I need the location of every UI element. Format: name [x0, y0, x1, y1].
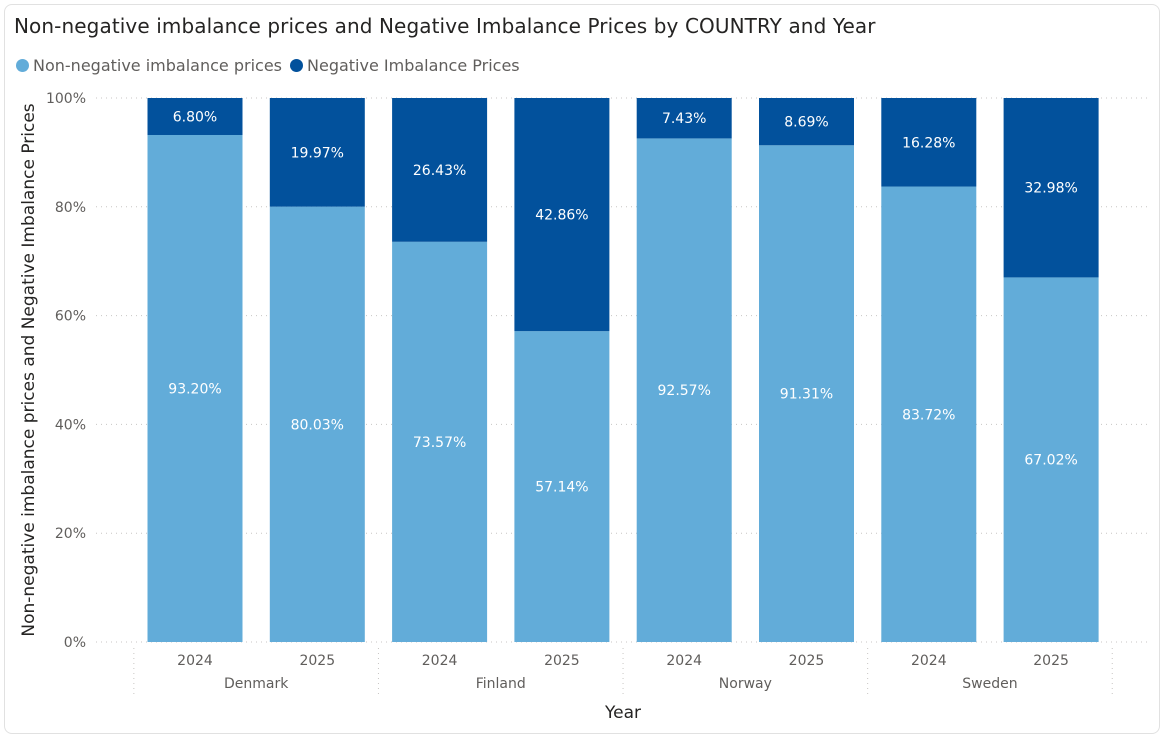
bar-non-negative	[514, 331, 610, 642]
y-tick-label: 0%	[64, 635, 86, 651]
y-tick-label: 40%	[55, 417, 86, 433]
bar-non-negative	[147, 134, 243, 642]
x-tick-label: 2025	[544, 653, 580, 669]
data-label-negative: 26.43%	[413, 163, 466, 179]
legend-label-negative: Negative Imbalance Prices	[307, 56, 520, 75]
data-label-non-negative: 83.72%	[902, 407, 955, 423]
bar-negative	[636, 98, 732, 139]
bar-negative	[269, 98, 365, 207]
data-label-negative: 7.43%	[662, 111, 706, 127]
x-tick-label: 2024	[422, 653, 458, 669]
x-group-label: Denmark	[224, 676, 289, 692]
legend[interactable]: Non-negative imbalance prices Negative I…	[16, 56, 528, 75]
y-tick-label: 100%	[46, 91, 86, 107]
bar-non-negative	[269, 206, 365, 643]
legend-item-negative[interactable]: Negative Imbalance Prices	[290, 56, 520, 75]
bar-negative	[881, 98, 977, 187]
bar-non-negative	[881, 186, 977, 642]
bar-non-negative	[1003, 277, 1099, 642]
legend-label-non-negative: Non-negative imbalance prices	[33, 56, 282, 75]
bar-non-negative	[636, 138, 732, 643]
legend-dot-negative-icon	[290, 59, 303, 72]
data-label-negative: 42.86%	[535, 208, 588, 224]
data-label-non-negative: 92.57%	[658, 383, 711, 399]
x-group-label: Sweden	[962, 676, 1017, 692]
bar-negative	[147, 98, 243, 135]
bar-negative	[392, 98, 488, 242]
data-label-negative: 19.97%	[291, 145, 344, 161]
data-label-non-negative: 57.14%	[535, 480, 588, 496]
data-label-non-negative: 91.31%	[780, 387, 833, 403]
x-tick-label: 2024	[911, 653, 947, 669]
data-label-non-negative: 67.02%	[1024, 453, 1077, 469]
data-label-negative: 32.98%	[1024, 181, 1077, 197]
x-tick-label: 2025	[1033, 653, 1069, 669]
legend-item-non-negative[interactable]: Non-negative imbalance prices	[16, 56, 282, 75]
x-tick-label: 2025	[789, 653, 825, 669]
chart-title: Non-negative imbalance prices and Negati…	[14, 14, 876, 38]
x-tick-label: 2024	[666, 653, 702, 669]
x-tick-label: 2025	[299, 653, 335, 669]
data-label-negative: 6.80%	[173, 109, 217, 125]
data-label-negative: 8.69%	[784, 115, 828, 131]
data-label-negative: 16.28%	[902, 135, 955, 151]
legend-dot-non-negative-icon	[16, 59, 29, 72]
bar-negative	[1003, 98, 1099, 278]
bar-negative	[759, 98, 854, 146]
x-axis-title: Year	[604, 703, 641, 723]
bar-non-negative	[759, 145, 854, 642]
y-axis-title: Non-negative imbalance prices and Negati…	[19, 103, 39, 636]
data-label-non-negative: 93.20%	[168, 381, 221, 397]
data-label-non-negative: 80.03%	[291, 417, 344, 433]
data-label-non-negative: 73.57%	[413, 435, 466, 451]
x-group-label: Finland	[476, 676, 526, 692]
bar-negative	[514, 98, 610, 332]
x-group-label: Norway	[719, 676, 772, 692]
bar-non-negative	[392, 241, 488, 642]
x-tick-label: 2024	[177, 653, 213, 669]
y-tick-label: 60%	[55, 309, 86, 325]
y-tick-label: 20%	[55, 526, 86, 542]
y-tick-label: 80%	[55, 200, 86, 216]
